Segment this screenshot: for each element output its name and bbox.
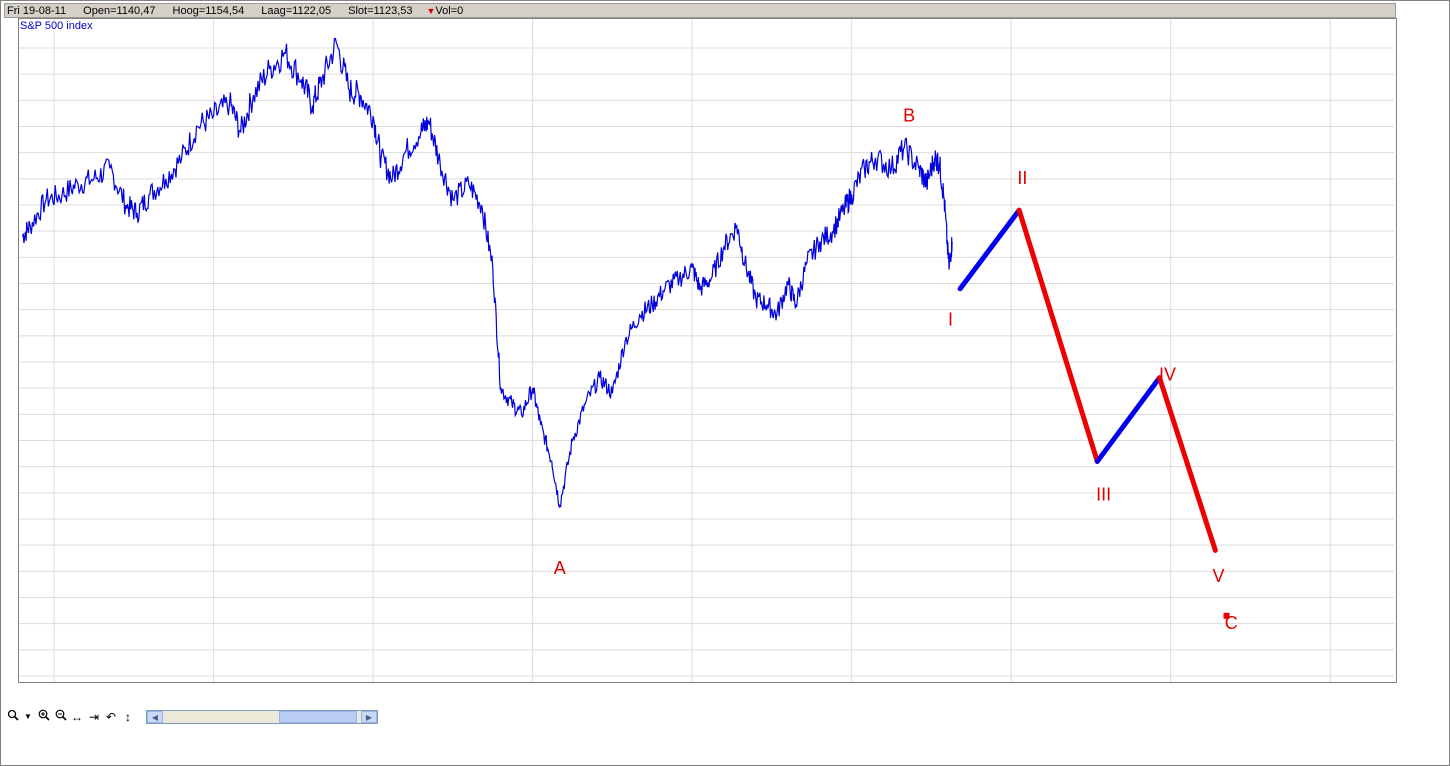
- dropdown-arrow-icon[interactable]: ▼: [24, 712, 32, 721]
- fit-right-icon[interactable]: ⇥: [88, 710, 100, 724]
- date-readout: Fri 19-08-11: [7, 5, 67, 17]
- series-label: S&P 500 index: [20, 20, 93, 32]
- wave-label-ii: II: [1017, 168, 1027, 188]
- vertical-stretch-icon[interactable]: ↕: [125, 710, 131, 724]
- zoom-in-icon[interactable]: [37, 709, 51, 725]
- scroll-left-button[interactable]: ◀: [147, 711, 163, 723]
- magnifier-icon[interactable]: [6, 709, 20, 725]
- chart-canvas[interactable]: 1550150014501400135013001250120011501100…: [19, 19, 1396, 682]
- wave-label-i: I: [948, 309, 953, 329]
- wave-label-iv: IV: [1159, 364, 1176, 384]
- price-chart[interactable]: 1550150014501400135013001250120011501100…: [18, 18, 1397, 683]
- low-readout: Laag=1122,05: [261, 5, 332, 17]
- zoom-out-icon[interactable]: [54, 709, 68, 725]
- projection-wave-1: [957, 207, 1022, 292]
- open-readout: Open=1140,47: [83, 5, 156, 17]
- target-marker: [1223, 612, 1230, 619]
- projection-wave-3: [1094, 375, 1163, 464]
- chart-toolbar: ▼ ↔ ⇥ ↶ ↕: [4, 709, 384, 727]
- ohlc-info-bar: Fri 19-08-11 Open=1140,47 Hoog=1154,54 L…: [4, 3, 1396, 18]
- scrollbar-thumb[interactable]: [279, 711, 357, 723]
- wave-label-iii: III: [1096, 485, 1111, 505]
- scroll-right-button[interactable]: ▶: [361, 711, 377, 723]
- wave-label-a: A: [554, 558, 566, 578]
- wave-label-c: C: [1225, 613, 1238, 633]
- horizontal-stretch-icon[interactable]: ↔: [71, 710, 83, 724]
- projection-wave-4: [1157, 375, 1218, 553]
- reset-icon[interactable]: ↶: [105, 710, 117, 724]
- close-readout: Slot=1123,53: [348, 5, 413, 17]
- high-readout: Hoog=1154,54: [172, 5, 245, 17]
- wave-label-v: V: [1213, 566, 1225, 586]
- projection-wave-2: [1016, 207, 1100, 464]
- wave-label-b: B: [903, 105, 915, 125]
- horizontal-scrollbar[interactable]: ◀ ▶: [146, 710, 378, 724]
- volume-down-arrow-icon: ▼: [426, 6, 436, 16]
- volume-readout: Vol=0: [435, 5, 464, 17]
- price-series-line: [21, 37, 953, 509]
